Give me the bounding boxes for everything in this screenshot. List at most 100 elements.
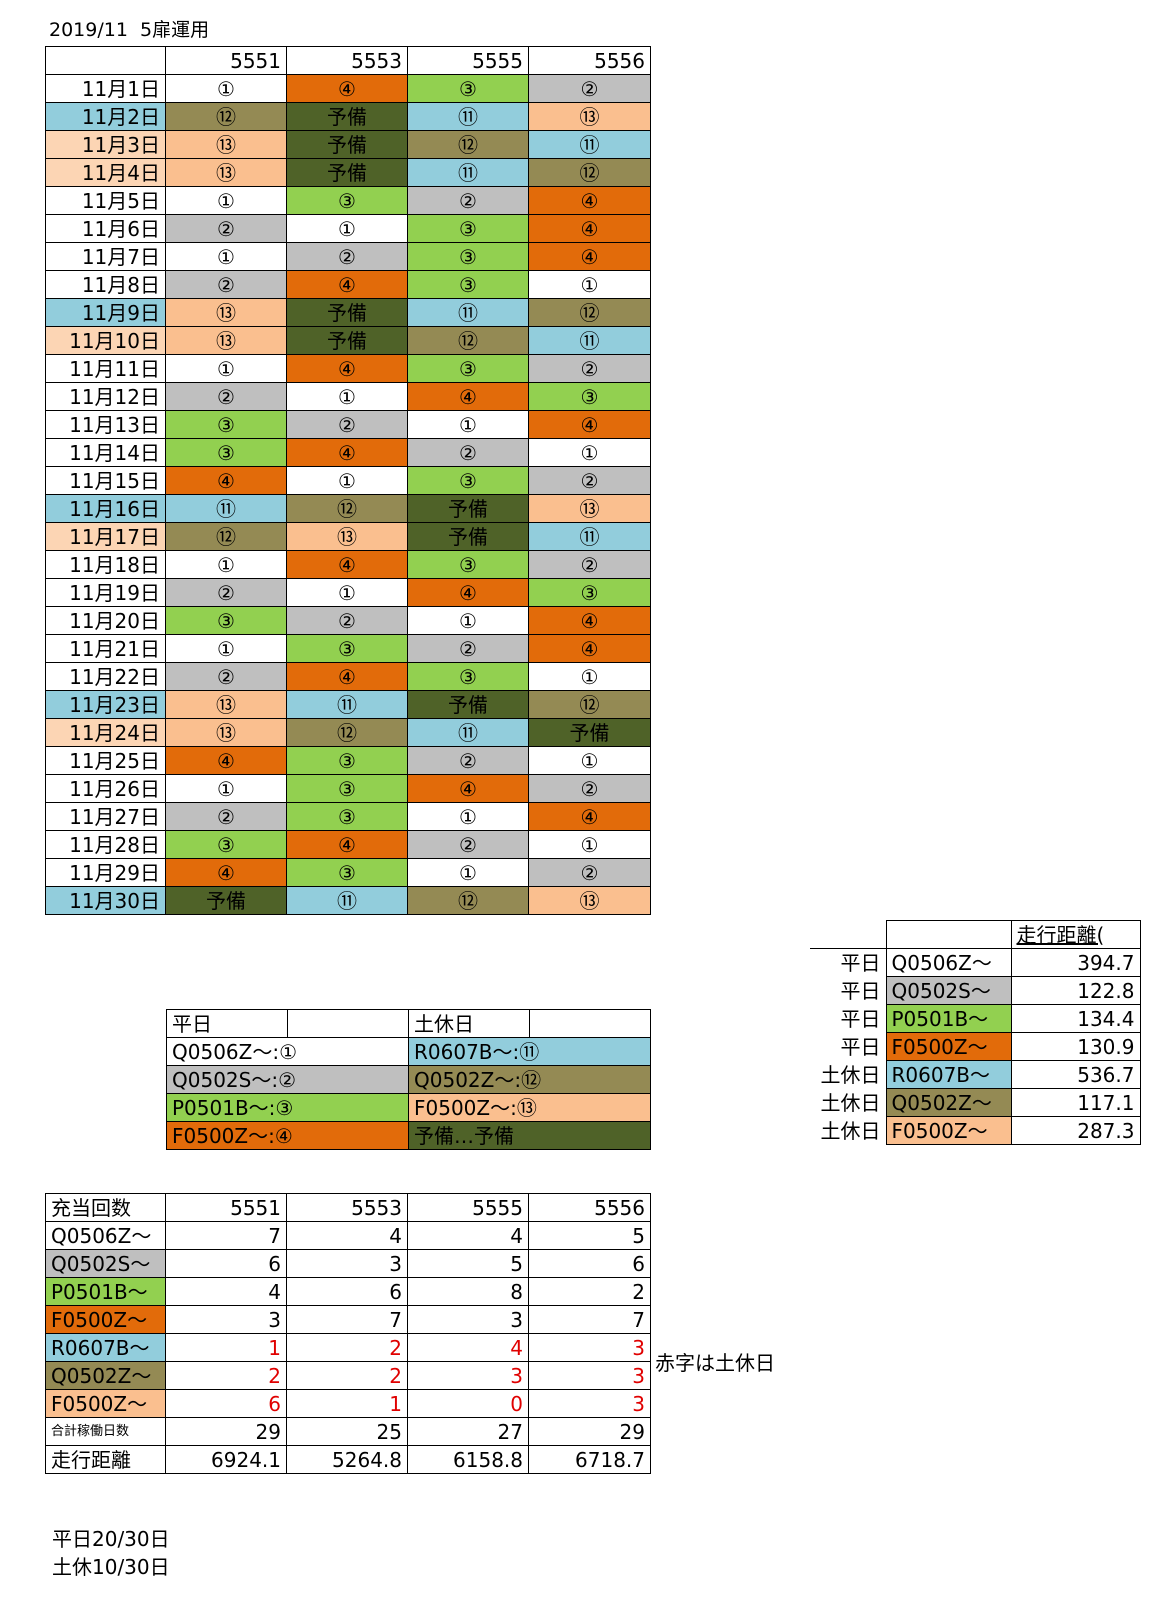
count-value-cell: 3 bbox=[528, 1361, 651, 1390]
assignment-cell: ③ bbox=[165, 410, 287, 439]
count-row: Q0502Z〜 2 2 3 3 bbox=[45, 1361, 651, 1390]
assignment-cell: ③ bbox=[407, 662, 529, 691]
distance-table: 走行距離(平日 Q0506Z〜 394.7 平日 Q0502S〜 122.8 平日 P0501… bbox=[810, 920, 1141, 1145]
distance-header-label: 走行距離( bbox=[1010, 920, 1141, 949]
count-value-cell: 2 bbox=[286, 1361, 408, 1390]
date-cell: 11月9日 bbox=[45, 298, 166, 327]
assignment-cell: ⑫ bbox=[528, 298, 651, 327]
assignment-cell: ① bbox=[528, 662, 651, 691]
legend-row: F0500Z〜:④ 予備…予備 bbox=[166, 1121, 651, 1150]
day-type-cell: 平日 bbox=[840, 1006, 881, 1031]
assignment-cell: ⑬ bbox=[528, 494, 651, 523]
distance-value-cell: 287.3 bbox=[1010, 1116, 1141, 1145]
date-cell: 11月13日 bbox=[45, 410, 166, 439]
assignment-cell: 予備 bbox=[407, 522, 529, 551]
assignment-cell: ⑪ bbox=[528, 522, 651, 551]
assignment-cell: ③ bbox=[286, 858, 408, 887]
assignment-cell: ④ bbox=[286, 438, 408, 467]
legend-item: P0501B〜:③ bbox=[166, 1093, 409, 1122]
assignment-cell: ① bbox=[528, 830, 651, 859]
schedule-row: 11月26日 ① ③ ④ ② bbox=[45, 774, 651, 803]
legend-row: Q0502S〜:② Q0502Z〜:⑫ bbox=[166, 1065, 651, 1094]
schedule-row: 11月25日 ④ ③ ② ① bbox=[45, 746, 651, 775]
schedule-row: 11月21日 ① ③ ② ④ bbox=[45, 634, 651, 663]
date-cell: 11月12日 bbox=[45, 382, 166, 411]
header-blank-cell bbox=[45, 46, 166, 75]
count-value-cell: 2 bbox=[165, 1361, 287, 1390]
assignment-cell: ⑫ bbox=[286, 494, 408, 523]
count-value-cell: 6718.7 bbox=[528, 1445, 651, 1474]
assignment-cell: 予備 bbox=[165, 886, 287, 915]
count-car-header: 5551 bbox=[165, 1193, 287, 1222]
count-row-label: F0500Z〜 bbox=[45, 1389, 166, 1418]
distance-row: 土休日 F0500Z〜 287.3 bbox=[810, 1116, 1141, 1145]
schedule-row: 11月4日 ⑬ 予備 ⑪ ⑫ bbox=[45, 158, 651, 187]
date-cell: 11月28日 bbox=[45, 830, 166, 859]
assignment-cell: ⑫ bbox=[165, 102, 287, 131]
count-row-label: 合計稼働日数 bbox=[45, 1417, 166, 1446]
assignment-cell: ④ bbox=[407, 382, 529, 411]
assignment-cell: 予備 bbox=[286, 298, 408, 327]
assignment-cell: ① bbox=[165, 186, 287, 215]
legend-header-row: 平日 土休日 bbox=[166, 1009, 651, 1038]
legend-item: F0500Z〜:④ bbox=[166, 1121, 409, 1150]
assignment-cell: ⑬ bbox=[286, 522, 408, 551]
count-value-cell: 6 bbox=[165, 1249, 287, 1278]
distance-header-blank bbox=[810, 920, 887, 949]
route-code-cell: F0500Z〜 bbox=[885, 1032, 1012, 1061]
assignment-cell: ⑪ bbox=[528, 326, 651, 355]
assignment-cell: ⑪ bbox=[286, 886, 408, 915]
assignment-cell: ③ bbox=[286, 186, 408, 215]
date-cell: 11月5日 bbox=[45, 186, 166, 215]
assignment-cell: ⑬ bbox=[165, 130, 287, 159]
date-cell: 11月21日 bbox=[45, 634, 166, 663]
count-value-cell: 6 bbox=[165, 1389, 287, 1418]
assignment-cell: ⑪ bbox=[407, 718, 529, 747]
legend-row: Q0506Z〜:① R0607B〜:⑪ bbox=[166, 1037, 651, 1066]
date-cell: 11月27日 bbox=[45, 802, 166, 831]
assignment-cell: ⑪ bbox=[407, 102, 529, 131]
day-type-cell: 平日 bbox=[840, 1034, 881, 1059]
footer-note-weekday: 平日20/30日 bbox=[52, 1527, 170, 1551]
date-cell: 11月30日 bbox=[45, 886, 166, 915]
assignment-cell: ② bbox=[407, 634, 529, 663]
legend-header-cell bbox=[529, 1009, 651, 1038]
date-cell: 11月2日 bbox=[45, 102, 166, 131]
date-cell: 11月3日 bbox=[45, 130, 166, 159]
car-header: 5551 bbox=[165, 46, 287, 75]
assignment-cell: ⑫ bbox=[407, 326, 529, 355]
assignment-cell: ② bbox=[407, 746, 529, 775]
schedule-row: 11月9日 ⑬ 予備 ⑪ ⑫ bbox=[45, 298, 651, 327]
assignment-cell: ① bbox=[407, 606, 529, 635]
assignment-cell: ⑪ bbox=[528, 130, 651, 159]
assignment-cell: ① bbox=[528, 270, 651, 299]
count-car-header: 5556 bbox=[528, 1193, 651, 1222]
assignment-cell: ① bbox=[165, 354, 287, 383]
count-value-cell: 7 bbox=[286, 1305, 408, 1334]
count-table: 充当回数 5551 5553 5555 5556 Q0506Z〜 7 4 4 5 Q0502S〜 6 3… bbox=[45, 1193, 651, 1474]
assignment-cell: ⑬ bbox=[165, 718, 287, 747]
assignment-cell: ① bbox=[165, 550, 287, 579]
route-code-cell: R0607B〜 bbox=[885, 1060, 1012, 1089]
legend-item: Q0502S〜:② bbox=[166, 1065, 409, 1094]
assignment-cell: ① bbox=[286, 382, 408, 411]
date-cell: 11月18日 bbox=[45, 550, 166, 579]
assignment-cell: ① bbox=[165, 242, 287, 271]
date-cell: 11月11日 bbox=[45, 354, 166, 383]
route-code-cell: Q0502S〜 bbox=[885, 976, 1012, 1005]
legend-table: 平日 土休日 Q0506Z〜:① R0607B〜:⑪ Q0502S〜:② Q0502Z〜:… bbox=[166, 1009, 651, 1150]
assignment-cell: ④ bbox=[528, 606, 651, 635]
schedule-row: 11月14日 ③ ④ ② ① bbox=[45, 438, 651, 467]
legend-item: F0500Z〜:⑬ bbox=[408, 1093, 651, 1122]
day-type-cell: 土休日 bbox=[820, 1118, 881, 1143]
assignment-cell: ④ bbox=[286, 354, 408, 383]
assignment-cell: ② bbox=[528, 550, 651, 579]
count-value-cell: 2 bbox=[286, 1333, 408, 1362]
assignment-cell: ① bbox=[286, 214, 408, 243]
assignment-cell: ⑪ bbox=[407, 158, 529, 187]
count-car-header: 5555 bbox=[407, 1193, 529, 1222]
route-code-cell: Q0506Z〜 bbox=[885, 948, 1012, 977]
count-value-cell: 27 bbox=[407, 1417, 529, 1446]
count-value-cell: 3 bbox=[407, 1305, 529, 1334]
distance-value-cell: 536.7 bbox=[1010, 1060, 1141, 1089]
